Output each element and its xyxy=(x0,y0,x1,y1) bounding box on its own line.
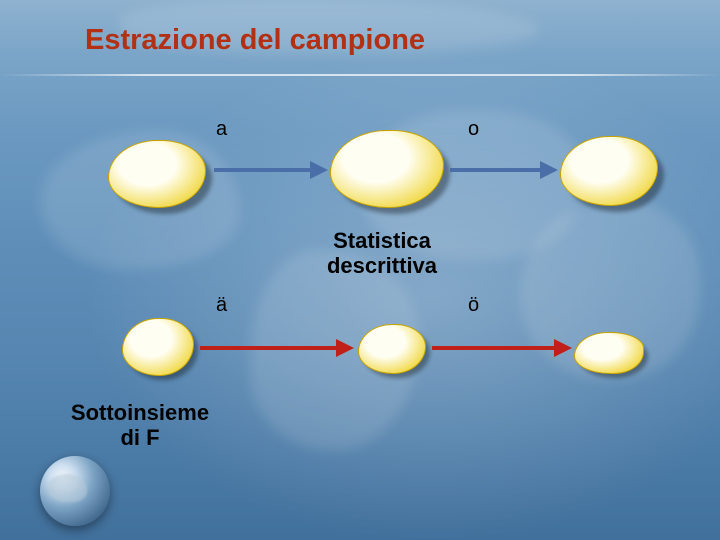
blob-row1-3 xyxy=(560,136,656,204)
subset-label-line2: di F xyxy=(120,425,159,450)
blob-row2-1 xyxy=(122,318,192,374)
subset-label-line1: Sottoinsieme xyxy=(71,400,209,425)
arrow-row1-2 xyxy=(450,168,556,172)
arrow-row1-1 xyxy=(214,168,326,172)
subset-label: Sottoinsieme di F xyxy=(50,400,230,451)
arrow-row2-2 xyxy=(432,346,570,350)
middle-label-line1: Statistica xyxy=(333,228,431,253)
label-a: a xyxy=(216,118,227,141)
globe-icon xyxy=(40,456,110,526)
slide: Estrazione del campione a o Statistica d… xyxy=(0,0,720,540)
arrow-row2-1 xyxy=(200,346,352,350)
label-o: o xyxy=(468,118,479,141)
label-a-umlaut: ä xyxy=(216,294,227,317)
blob-row1-1 xyxy=(108,140,204,206)
label-o-umlaut: ö xyxy=(468,294,479,317)
blob-row2-2 xyxy=(358,324,424,372)
blob-row1-2 xyxy=(330,130,442,206)
blob-row2-3 xyxy=(574,332,642,372)
middle-label-line2: descrittiva xyxy=(327,253,437,278)
title-underline xyxy=(0,74,720,76)
slide-title: Estrazione del campione xyxy=(85,24,425,57)
middle-label: Statistica descrittiva xyxy=(282,228,482,279)
